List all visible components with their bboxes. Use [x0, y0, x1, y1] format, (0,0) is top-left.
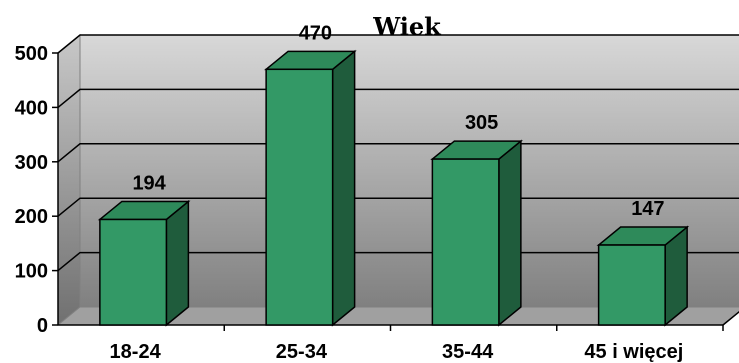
data-label: 470	[299, 22, 332, 44]
bar-18-24	[97, 199, 191, 327]
chart-title: Wiek	[372, 12, 442, 41]
bar-front	[99, 218, 168, 326]
gridline	[57, 88, 739, 108]
bar-side	[331, 49, 356, 327]
bar-25-34	[264, 49, 357, 327]
x-tick-label: 18-24	[110, 341, 162, 363]
x-tick-label: 45 i więcej	[584, 341, 683, 363]
data-label: 305	[465, 112, 498, 134]
gridline	[57, 143, 739, 163]
bar-35-44	[430, 139, 523, 327]
bar-front	[431, 158, 500, 326]
y-tick-label: 0	[37, 315, 48, 337]
gridlines	[57, 34, 739, 272]
x-tick-label: 35-44	[442, 341, 494, 363]
y-tick-label: 400	[15, 97, 48, 119]
gridline	[57, 34, 739, 54]
y-tick-label: 500	[15, 43, 48, 65]
data-label: 194	[132, 172, 166, 194]
y-tick-label: 100	[15, 261, 48, 283]
chart-walls	[56, 33, 739, 327]
labels: 0 100 200 300 400 500 194 18-24 470 25-34 305 35-44…	[15, 22, 684, 363]
side-wall	[57, 33, 81, 327]
x-axis-depth-edge	[722, 310, 739, 326]
gridline	[57, 251, 739, 272]
bar-front	[265, 68, 334, 326]
gridline	[57, 197, 739, 217]
data-label: 147	[631, 198, 664, 220]
y-tick-label: 200	[15, 206, 48, 228]
y-tick-label: 300	[15, 152, 48, 174]
bar-front	[597, 244, 666, 326]
bar-side	[165, 199, 190, 327]
bar-45-i-więcej	[596, 225, 690, 327]
x-tick-label: 25-34	[276, 341, 328, 363]
bar-side	[498, 139, 522, 327]
bars	[97, 49, 690, 327]
